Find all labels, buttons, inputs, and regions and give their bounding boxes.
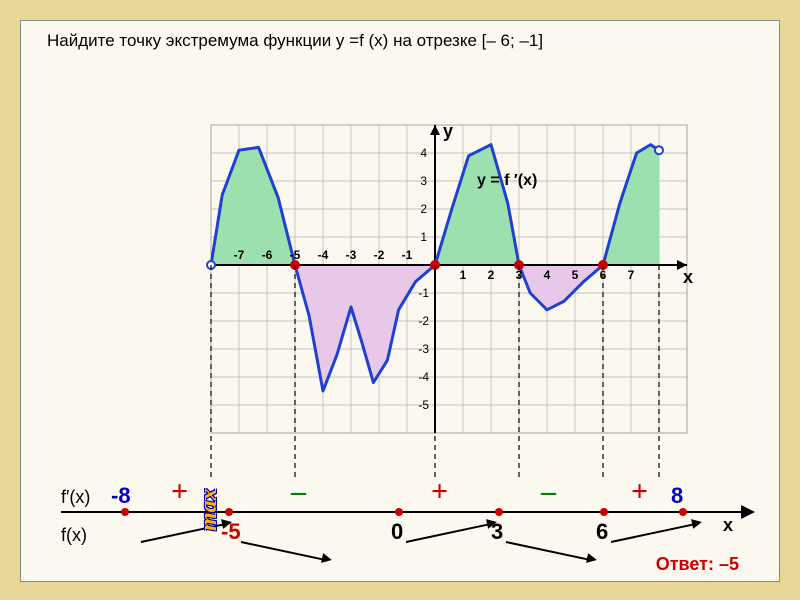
sign-line: f′(x) f(x) x -8 8 +–+–+ -5036 bbox=[61, 481, 751, 561]
svg-text:-3: -3 bbox=[418, 342, 429, 356]
svg-text:y: y bbox=[443, 121, 453, 141]
svg-text:-3: -3 bbox=[346, 248, 357, 262]
svg-text:-4: -4 bbox=[418, 370, 429, 384]
critical-point-label: 6 bbox=[596, 519, 608, 545]
svg-text:4: 4 bbox=[544, 268, 551, 282]
svg-text:1: 1 bbox=[460, 268, 467, 282]
sign-symbol: + bbox=[431, 475, 448, 509]
monotone-arrow bbox=[506, 541, 590, 561]
monotone-arrow-head bbox=[691, 517, 703, 529]
sign-axis-arrow bbox=[741, 505, 755, 519]
endpoint-dot bbox=[679, 508, 687, 516]
fprime-label: f′(x) bbox=[61, 487, 90, 508]
svg-text:-4: -4 bbox=[318, 248, 329, 262]
svg-text:5: 5 bbox=[572, 268, 579, 282]
svg-text:-2: -2 bbox=[374, 248, 385, 262]
sign-symbol: – bbox=[541, 475, 556, 509]
svg-text:2: 2 bbox=[488, 268, 495, 282]
monotone-arrow-head bbox=[321, 553, 333, 565]
svg-text:3: 3 bbox=[420, 174, 427, 188]
svg-text:-5: -5 bbox=[418, 398, 429, 412]
answer-value: –5 bbox=[719, 554, 739, 574]
answer-prefix: Ответ: bbox=[656, 554, 719, 574]
critical-dot bbox=[395, 508, 403, 516]
critical-dot bbox=[225, 508, 233, 516]
svg-text:4: 4 bbox=[420, 146, 427, 160]
svg-text:-1: -1 bbox=[418, 286, 429, 300]
task-text: Найдите точку экстремума функции у =f (x… bbox=[47, 31, 543, 51]
sign-symbol: – bbox=[291, 475, 306, 509]
critical-dot bbox=[600, 508, 608, 516]
monotone-arrow-head bbox=[586, 553, 598, 565]
svg-text:1: 1 bbox=[420, 230, 427, 244]
fx-label: f(x) bbox=[61, 525, 87, 546]
svg-text:x: x bbox=[683, 267, 693, 287]
endpoint-dot bbox=[121, 508, 129, 516]
max-annotation: max bbox=[196, 488, 223, 531]
svg-text:-5: -5 bbox=[290, 248, 301, 262]
svg-text:-7: -7 bbox=[234, 248, 245, 262]
sign-symbol: + bbox=[171, 475, 188, 509]
sign-x-label: x bbox=[723, 515, 733, 536]
sign-symbol: + bbox=[631, 475, 648, 509]
svg-text:7: 7 bbox=[628, 268, 635, 282]
svg-text:y = f ′(x): y = f ′(x) bbox=[477, 172, 537, 189]
endpoint-left: -8 bbox=[111, 483, 131, 509]
svg-text:2: 2 bbox=[420, 202, 427, 216]
answer-text: Ответ: –5 bbox=[656, 554, 739, 575]
monotone-arrow bbox=[241, 541, 325, 561]
endpoint-right: 8 bbox=[671, 483, 683, 509]
derivative-chart: -7-6-5-4-3-2-112345671234-1-2-3-4-5yxy =… bbox=[201, 121, 701, 421]
monotone-arrow bbox=[406, 523, 490, 543]
critical-dot bbox=[495, 508, 503, 516]
monotone-arrow bbox=[611, 523, 695, 543]
svg-text:-6: -6 bbox=[262, 248, 273, 262]
svg-text:-1: -1 bbox=[402, 248, 413, 262]
critical-point-label: 0 bbox=[391, 519, 403, 545]
svg-text:-2: -2 bbox=[418, 314, 429, 328]
